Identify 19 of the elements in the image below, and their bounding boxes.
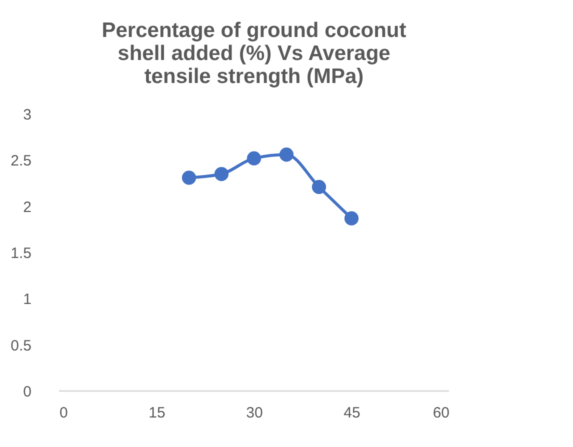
x-tick-label: 60 xyxy=(432,404,450,422)
chart-title: Percentage of ground coconut shell added (%) Vs Average tensile strength (MPa) xyxy=(102,19,406,88)
point xyxy=(279,148,294,162)
x-tick-label: 45 xyxy=(344,404,360,422)
point xyxy=(246,151,262,166)
x-tick-label: 15 xyxy=(148,404,166,422)
y-tick-label: 0 xyxy=(23,384,32,400)
y-tick-label: 2.5 xyxy=(10,152,32,170)
point xyxy=(182,170,196,185)
y-tick-label: 0.5 xyxy=(10,337,32,354)
point xyxy=(344,211,359,226)
y-tick-label: 3 xyxy=(23,106,32,124)
point xyxy=(312,180,326,194)
x-tick-label: 30 xyxy=(246,404,263,422)
y-tick-label: 1.5 xyxy=(10,245,32,262)
x-tick-label: 0 xyxy=(60,404,68,422)
y-tick-label: 2 xyxy=(23,198,32,216)
y-tick-label: 1 xyxy=(23,291,32,308)
point xyxy=(214,166,229,182)
